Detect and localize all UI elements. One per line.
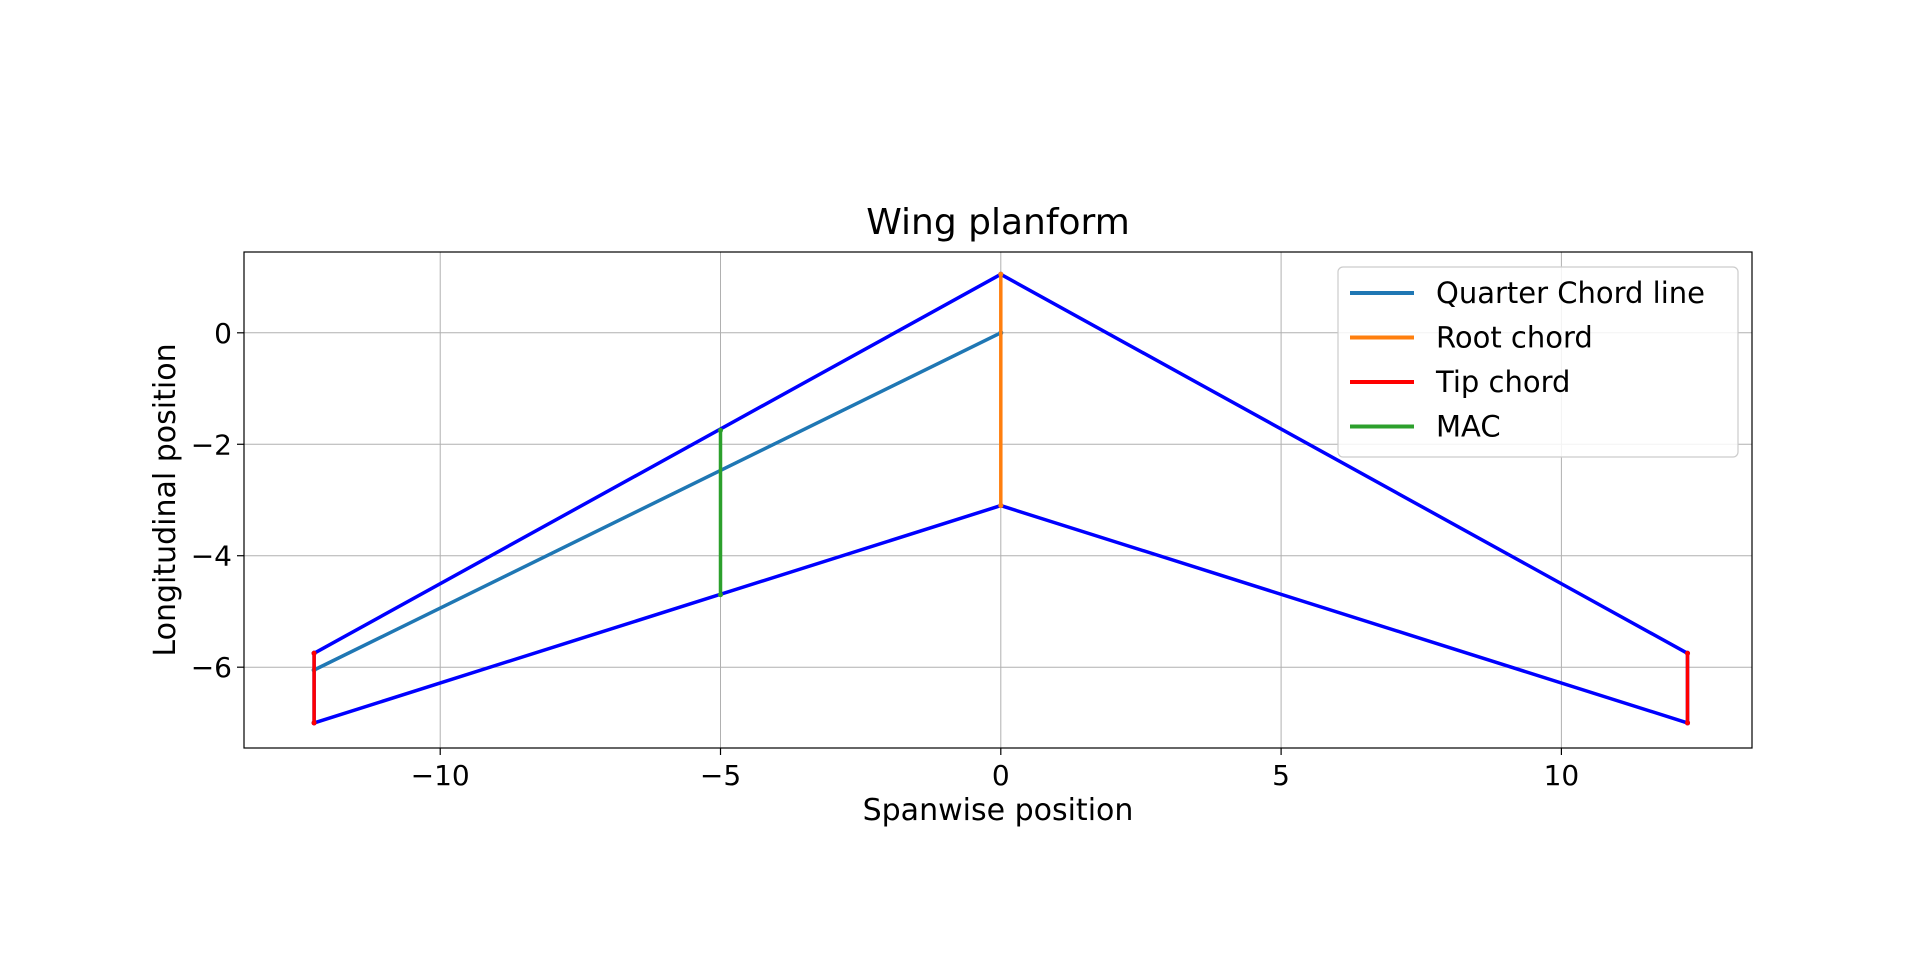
root-chord-point xyxy=(998,271,1004,277)
legend-label-tip-chord: Tip chord xyxy=(1435,365,1570,399)
x-tick-label: 10 xyxy=(1544,759,1580,792)
root-chord-point xyxy=(998,503,1004,509)
x-axis-label: Spanwise position xyxy=(863,793,1134,828)
x-tick-label: 5 xyxy=(1272,759,1290,792)
y-tick-label: 0 xyxy=(214,317,232,350)
tip-chord-point xyxy=(311,650,317,656)
mac-point xyxy=(718,427,724,433)
plot-series xyxy=(311,271,1691,726)
tip-chord-point xyxy=(1685,720,1691,726)
legend-label-mac: MAC xyxy=(1436,410,1501,444)
y-tick-label: −4 xyxy=(191,540,232,573)
chart-title: Wing planform xyxy=(866,202,1130,243)
y-tick-label: −6 xyxy=(191,651,232,684)
x-tick-label: 0 xyxy=(992,759,1010,792)
y-tick-label: −2 xyxy=(191,428,232,461)
x-tick-label: −5 xyxy=(700,759,741,792)
axes-frame xyxy=(243,251,1753,749)
axis-ticks: −10 −5 0 5 10 0 −2 −4 −6 xyxy=(191,317,1579,792)
legend: Quarter Chord line Root chord Tip chord MAC xyxy=(1337,266,1739,458)
x-tick-label: −10 xyxy=(411,759,470,792)
tip-chord-point xyxy=(1685,650,1691,656)
legend-label-root-chord: Root chord xyxy=(1436,321,1593,355)
legend-label-quarter-chord-line: Quarter Chord line xyxy=(1436,276,1705,310)
y-axis-label: Longitudinal position xyxy=(148,343,183,656)
quarter-chord-line-line xyxy=(313,331,1002,672)
tip-chord-point xyxy=(311,720,317,726)
legend-box xyxy=(1337,266,1739,458)
mac-point xyxy=(718,592,724,598)
